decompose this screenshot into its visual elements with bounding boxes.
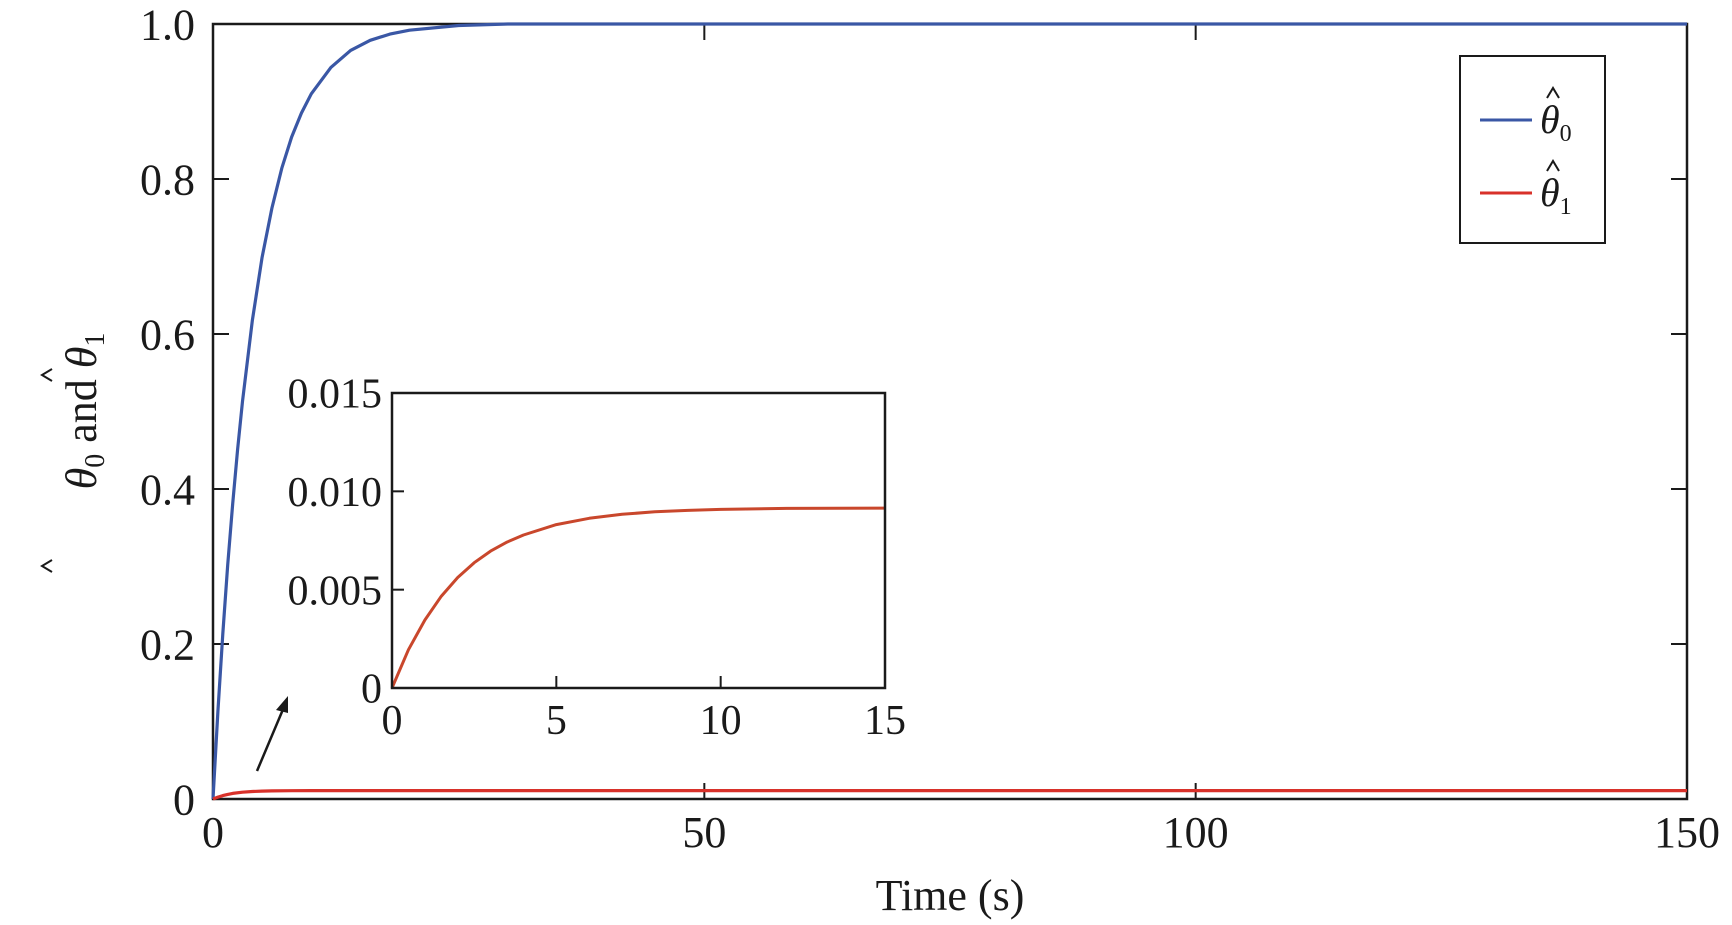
inset-ytick-label: 0.010 — [288, 470, 383, 516]
inset-plot-background — [392, 393, 885, 688]
inset-xtick-label: 0 — [382, 698, 403, 744]
y-label-hat-1 — [40, 368, 53, 382]
y-label-theta1: θ — [57, 347, 106, 369]
main-ytick-label: 1.0 — [140, 0, 195, 49]
inset-series-lines — [390, 506, 886, 689]
x-axis-label: Time (s) — [876, 871, 1025, 920]
main-ytick-label: 0.2 — [140, 620, 195, 669]
legend-entry-theta1: θ1 — [1480, 159, 1572, 220]
inset-series-line-0 — [390, 506, 886, 689]
y-axis-label: θ0 and θ1 — [40, 333, 111, 573]
inset-plot-frame — [390, 391, 887, 690]
main-ytick-label: 0.8 — [140, 155, 195, 204]
y-label-sub1: 1 — [80, 333, 111, 347]
main-ytick-label: 0.4 — [140, 465, 195, 514]
inset-ytick-label: 0.015 — [288, 372, 383, 418]
inset-ytick-label: 0 — [361, 667, 382, 713]
inset-xtick-label: 5 — [546, 698, 567, 744]
y-label-sub0: 0 — [80, 454, 111, 468]
inset-pointer-arrow — [255, 696, 288, 772]
legend-hat-theta1 — [1546, 159, 1560, 172]
legend-sub-theta1: 1 — [1560, 194, 1572, 220]
svg-text:θ0: θ0 — [1540, 97, 1572, 147]
main-series-line-1 — [212, 788, 1687, 801]
main-series-lines — [211, 22, 1687, 801]
legend-hat-theta0 — [1546, 86, 1560, 99]
inset-ticks — [391, 392, 886, 689]
inset-tick-labels: 0 5 10 15 0 0.005 0.010 0.015 — [288, 372, 907, 744]
main-xtick-label: 100 — [1163, 808, 1229, 857]
main-ytick-label: 0 — [173, 775, 195, 824]
main-xtick-label: 0 — [202, 808, 224, 857]
main-xtick-label: 150 — [1654, 808, 1720, 857]
legend-label-theta0: θ — [1540, 97, 1560, 142]
inset-xtick-label: 10 — [700, 698, 742, 744]
main-ytick-label: 0.6 — [140, 310, 195, 359]
legend-entry-theta0: θ0 — [1480, 86, 1572, 147]
legend-label-theta1: θ — [1540, 170, 1560, 215]
main-xtick-label: 50 — [682, 808, 726, 857]
main-series-line-0 — [211, 22, 1687, 800]
svg-text:θ1: θ1 — [1540, 170, 1572, 220]
legend-box — [1459, 55, 1606, 244]
inset-ytick-label: 0.005 — [288, 568, 383, 614]
main-ticks — [212, 23, 1688, 800]
inset-xtick-label: 15 — [864, 698, 906, 744]
legend-sub-theta0: 0 — [1560, 121, 1572, 147]
y-label-hat-0 — [40, 559, 53, 573]
svg-text:θ0 and θ1: θ0 and θ1 — [57, 333, 111, 490]
y-label-theta0: θ — [57, 468, 106, 490]
legend: θ0 θ1 — [1459, 55, 1606, 244]
y-label-and: and — [57, 368, 106, 454]
